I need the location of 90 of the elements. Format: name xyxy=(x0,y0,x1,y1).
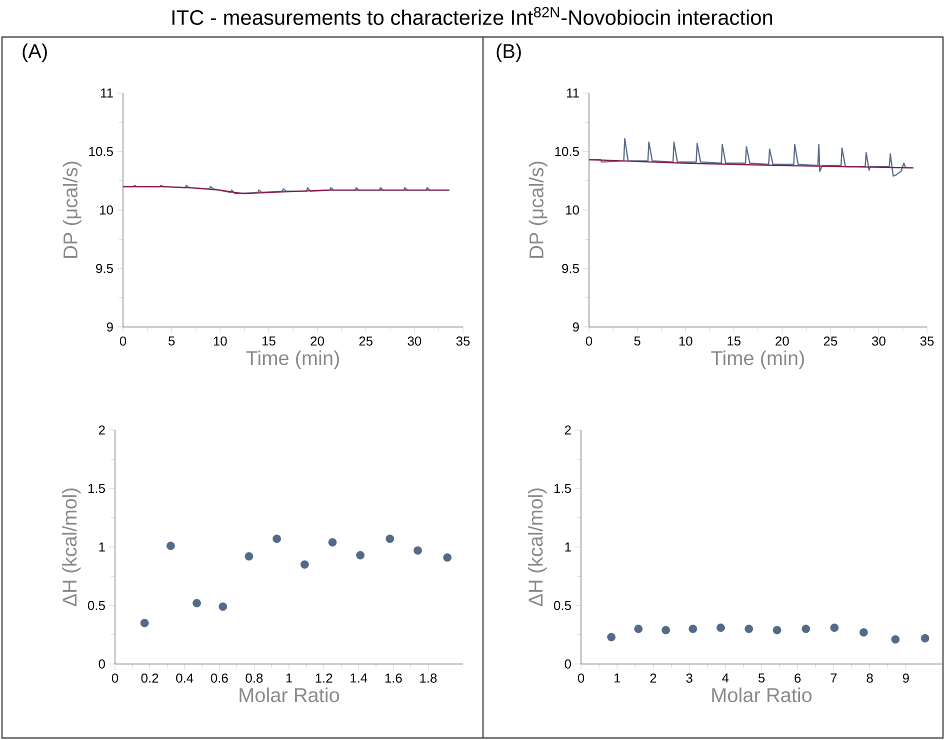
x-axis-title: Molar Ratio xyxy=(240,688,340,702)
x-tick-label: 20 xyxy=(776,336,789,346)
x-tick-label: 6 xyxy=(794,674,801,683)
point xyxy=(272,534,282,544)
x-tick-label: 0.2 xyxy=(141,674,158,683)
y-tick-label: 0.5 xyxy=(554,600,571,610)
point xyxy=(716,624,725,632)
x-tick-label: 5 xyxy=(634,336,640,346)
x-tick-label: 30 xyxy=(872,336,886,346)
y-tick-label: 9 xyxy=(106,322,113,332)
point xyxy=(328,538,337,547)
x-tick-label: 25 xyxy=(359,336,373,346)
y-axis-title: DP (μcal/s) xyxy=(62,162,82,258)
x-tick-label: 4 xyxy=(722,674,729,682)
point xyxy=(414,546,422,555)
point xyxy=(688,624,698,634)
x-tick-label: 15 xyxy=(728,336,741,346)
y-tick-label: 0 xyxy=(98,659,105,669)
y-axis-title: ΔH (kcal/mol) xyxy=(62,488,81,606)
x-tick-label: 20 xyxy=(310,336,324,346)
point xyxy=(140,618,149,628)
point xyxy=(443,553,452,562)
x-tick-label: 0 xyxy=(120,336,126,346)
x-axis-title: Time (min) xyxy=(711,350,804,370)
x-tick-label: 5 xyxy=(168,336,175,346)
point xyxy=(662,626,670,634)
y-tick-label: 10.5 xyxy=(89,146,113,156)
x-tick-label: 0 xyxy=(586,336,592,346)
x-tick-label: 35 xyxy=(456,336,470,346)
y-tick-label: 2 xyxy=(564,425,571,435)
point xyxy=(772,626,782,634)
x-axis-title: Molar Ratio xyxy=(712,688,812,702)
x-tick-label: 1 xyxy=(614,674,620,682)
y-tick-label: 10 xyxy=(566,205,579,215)
y-tick-label: 0.5 xyxy=(88,600,105,610)
point xyxy=(386,534,394,544)
y-tick-label: 1 xyxy=(565,542,571,552)
chart-title: ITC - measurements to characterize Int$^{82N}$-Novobiocin interaction xyxy=(172,7,772,25)
point xyxy=(300,560,309,569)
point xyxy=(218,602,228,611)
y-tick-label: 10 xyxy=(100,205,113,215)
point xyxy=(744,624,754,634)
x-tick-label: 0.4 xyxy=(176,674,194,683)
x-tick-label: 25 xyxy=(824,336,838,346)
x-tick-label: 5 xyxy=(758,674,765,683)
point xyxy=(356,550,365,560)
y-tick-label: 9 xyxy=(572,322,579,332)
x-tick-label: 8 xyxy=(866,674,873,683)
x-tick-label: 10 xyxy=(679,336,692,346)
point xyxy=(802,624,810,634)
point xyxy=(192,598,201,608)
x-axis-title: Time (min) xyxy=(246,350,339,370)
x-tick-label: 0.6 xyxy=(210,674,228,683)
x-tick-label: 15 xyxy=(262,336,276,346)
x-tick-label: 1.8 xyxy=(420,674,437,683)
text: (A) xyxy=(22,44,47,62)
point xyxy=(920,634,930,642)
x-tick-label: 1 xyxy=(286,674,292,682)
x-tick-label: 7 xyxy=(830,674,837,682)
point xyxy=(244,552,254,561)
x-tick-label: 0.8 xyxy=(246,674,263,683)
text: (B) xyxy=(496,44,521,62)
y-tick-label: 9.5 xyxy=(562,264,579,274)
x-tick-label: 1.4 xyxy=(350,674,368,682)
y-tick-label: 0 xyxy=(564,659,571,669)
point xyxy=(859,628,868,637)
y-tick-label: 1.5 xyxy=(554,484,571,494)
point xyxy=(891,635,900,644)
y-tick-label: 1 xyxy=(99,542,105,552)
x-tick-label: 2 xyxy=(650,674,656,683)
y-tick-label: 10.5 xyxy=(555,146,579,156)
line-series xyxy=(588,159,914,169)
y-tick-label: 9.5 xyxy=(96,264,113,274)
point xyxy=(166,542,175,550)
x-tick-label: 35 xyxy=(920,336,934,346)
x-tick-label: 1.2 xyxy=(316,674,332,683)
point xyxy=(634,624,643,634)
y-axis-title: DP (μcal/s) xyxy=(528,162,548,258)
y-axis-title: ΔH (kcal/mol) xyxy=(528,488,547,606)
x-tick-label: 1.6 xyxy=(385,674,402,683)
y-tick-label: 1.5 xyxy=(88,484,105,494)
y-tick-label: 2 xyxy=(98,425,105,435)
x-tick-label: 30 xyxy=(408,336,422,346)
x-tick-label: 3 xyxy=(686,674,692,683)
y-tick-label: 11 xyxy=(101,88,113,98)
point xyxy=(607,632,616,642)
x-tick-label: 10 xyxy=(214,336,227,346)
y-tick-label: 11 xyxy=(567,88,579,98)
x-tick-label: 9 xyxy=(902,674,909,683)
point xyxy=(830,624,839,632)
